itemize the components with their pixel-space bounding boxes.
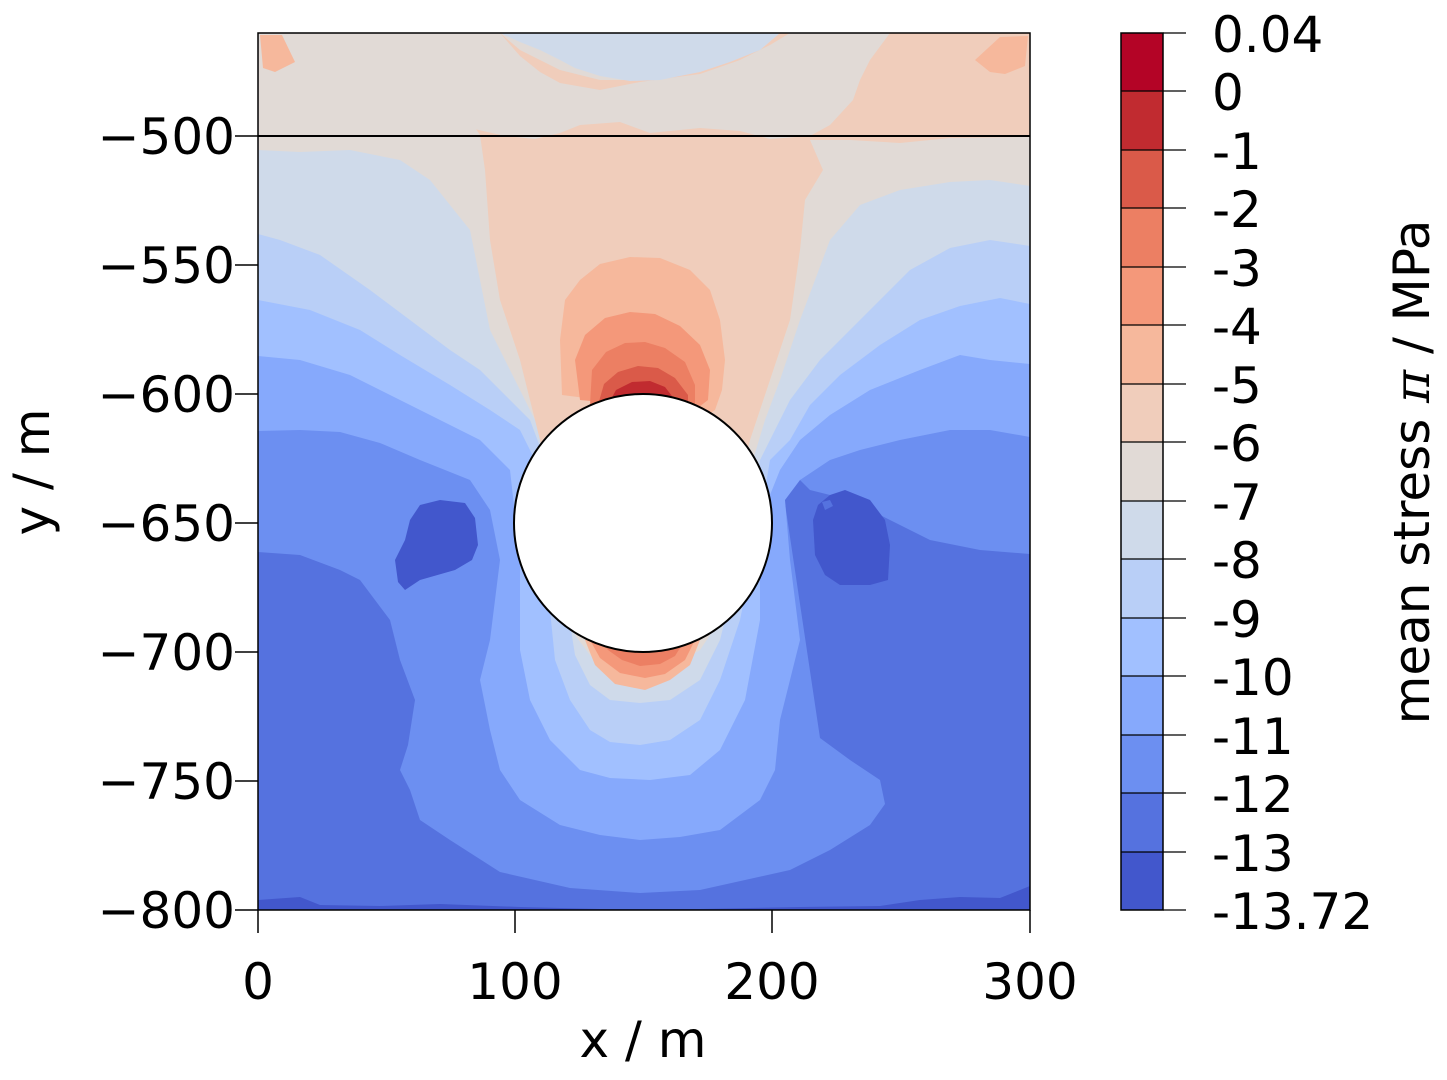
colorbar-tick-label: -12 — [1212, 766, 1294, 824]
colorbar-tick-label: 0 — [1212, 64, 1244, 122]
y-tick-label: −700 — [97, 624, 235, 682]
colorbar-tick-label: -5 — [1212, 357, 1262, 415]
y-axis-ticks — [235, 135, 258, 911]
colorbar-tick-label: -8 — [1212, 532, 1262, 590]
y-tick-label: −600 — [97, 366, 235, 424]
y-axis-label: y / m — [3, 408, 61, 536]
x-tick-label: 200 — [724, 953, 820, 1011]
y-tick-label: −650 — [97, 495, 235, 553]
x-tick-label: 300 — [982, 953, 1078, 1011]
colorbar-tick-label: -3 — [1212, 240, 1262, 298]
plot-frame — [257, 32, 1031, 911]
colorbar-tick-label: -6 — [1212, 415, 1262, 473]
colorbar-tick-label: -7 — [1212, 474, 1262, 532]
x-axis-label: x / m — [579, 1011, 707, 1069]
cavity-circle — [513, 393, 773, 653]
y-tick-label: −800 — [97, 882, 235, 940]
colorbar-tick-label: -1 — [1212, 123, 1262, 181]
y-tick-label: −750 — [97, 753, 235, 811]
colorbar-tick-label: -10 — [1212, 649, 1294, 707]
y-tick-label: −550 — [97, 237, 235, 295]
colorbar-tick-label: 0.04 — [1212, 6, 1324, 64]
colorbar-tick-label: -13.72 — [1212, 883, 1374, 941]
colorbar-tick-label: -4 — [1212, 298, 1262, 356]
colorbar-label: mean stress π / MPa — [1383, 220, 1441, 725]
y-tick-label: −500 — [97, 108, 235, 166]
colorbar — [1120, 32, 1186, 911]
colorbar-tick-label: -2 — [1212, 181, 1262, 239]
colorbar-label-prefix: mean stress — [1383, 402, 1441, 725]
colorbar-tick-label: -11 — [1212, 708, 1294, 766]
colorbar-label-symbol: π — [1383, 369, 1441, 403]
colorbar-label-suffix: / MPa — [1383, 219, 1441, 370]
colorbar-tick-label: -9 — [1212, 591, 1262, 649]
x-tick-label: 100 — [467, 953, 563, 1011]
x-tick-label: 0 — [242, 953, 274, 1011]
colorbar-tick-label: -13 — [1212, 825, 1294, 883]
x-axis-ticks — [257, 910, 1031, 933]
